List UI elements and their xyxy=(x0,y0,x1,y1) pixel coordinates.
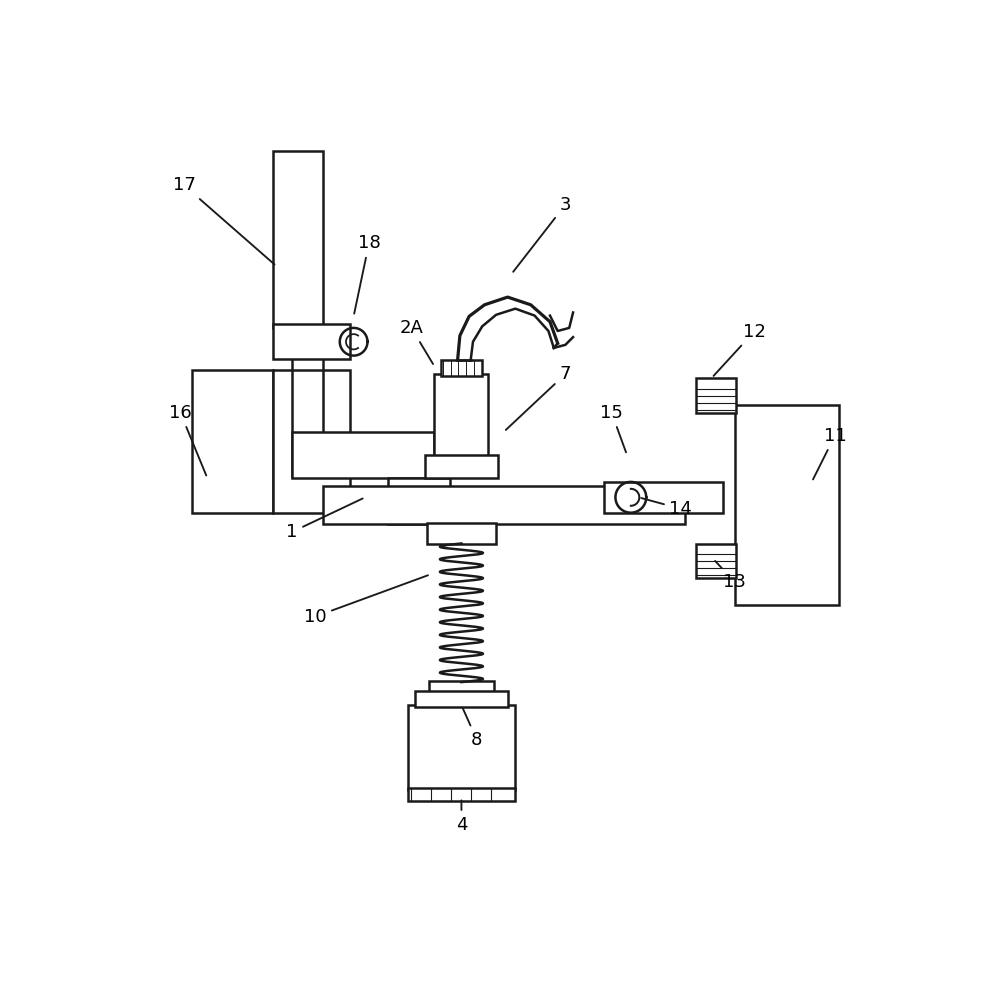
Text: 3: 3 xyxy=(513,196,571,272)
Text: 18: 18 xyxy=(354,234,380,314)
Bar xyxy=(407,788,515,801)
Text: 15: 15 xyxy=(600,404,626,452)
Bar xyxy=(322,486,685,524)
Bar xyxy=(735,405,838,605)
Bar xyxy=(388,478,450,524)
Text: 14: 14 xyxy=(641,498,693,518)
Bar xyxy=(429,681,494,707)
Bar xyxy=(697,378,737,413)
Text: 16: 16 xyxy=(169,404,207,475)
Bar xyxy=(272,324,349,359)
Bar xyxy=(441,360,482,376)
Bar xyxy=(434,374,488,459)
Bar xyxy=(192,370,272,513)
Text: 7: 7 xyxy=(506,365,571,430)
Text: 1: 1 xyxy=(286,498,362,541)
Text: 13: 13 xyxy=(716,561,747,591)
Text: 17: 17 xyxy=(173,176,274,264)
Text: 2A: 2A xyxy=(399,319,433,364)
Bar xyxy=(427,523,496,544)
Text: 4: 4 xyxy=(456,800,467,834)
Bar xyxy=(292,432,434,478)
Bar xyxy=(425,455,498,478)
Bar xyxy=(272,151,322,328)
Text: 8: 8 xyxy=(462,708,482,749)
Text: 11: 11 xyxy=(813,427,846,479)
Text: 12: 12 xyxy=(714,323,765,376)
Bar xyxy=(272,370,349,513)
Bar xyxy=(415,691,508,707)
Bar xyxy=(407,705,515,790)
Text: 10: 10 xyxy=(303,575,428,626)
Bar xyxy=(697,544,737,578)
Bar xyxy=(604,482,724,513)
